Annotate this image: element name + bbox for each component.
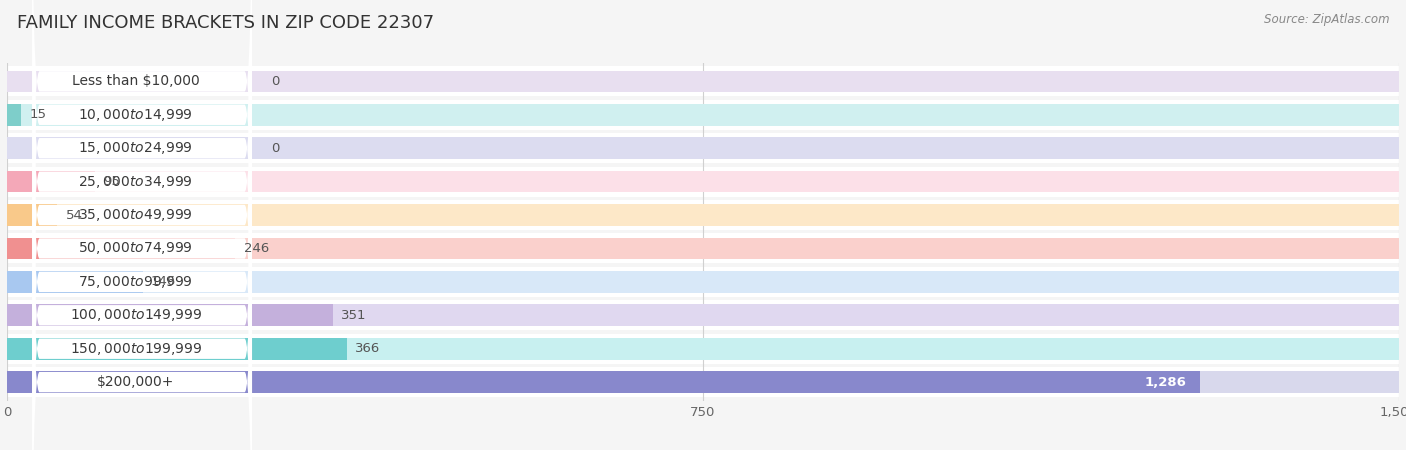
Text: 0: 0 <box>271 142 280 155</box>
FancyBboxPatch shape <box>32 91 252 450</box>
Bar <box>7 267 1399 297</box>
Text: $100,000 to $149,999: $100,000 to $149,999 <box>69 307 202 323</box>
Bar <box>7 171 1399 193</box>
Text: 1,286: 1,286 <box>1144 376 1187 389</box>
Bar <box>7 371 1201 393</box>
Text: 351: 351 <box>342 309 367 322</box>
FancyBboxPatch shape <box>32 125 252 450</box>
Text: 95: 95 <box>104 175 121 188</box>
Bar <box>7 305 333 326</box>
Text: $50,000 to $74,999: $50,000 to $74,999 <box>79 240 193 256</box>
Text: 54: 54 <box>66 208 83 221</box>
Bar <box>7 204 58 226</box>
Bar <box>7 271 1399 293</box>
Text: 0: 0 <box>271 75 280 88</box>
Text: 366: 366 <box>354 342 380 355</box>
Bar <box>7 367 1399 397</box>
Text: $10,000 to $14,999: $10,000 to $14,999 <box>79 107 193 123</box>
Text: $35,000 to $49,999: $35,000 to $49,999 <box>79 207 193 223</box>
Bar <box>7 371 1399 393</box>
Bar <box>7 66 1399 96</box>
Bar <box>7 234 1399 264</box>
Bar <box>7 166 1399 197</box>
Text: Less than $10,000: Less than $10,000 <box>72 74 200 88</box>
FancyBboxPatch shape <box>32 0 252 372</box>
Text: $15,000 to $24,999: $15,000 to $24,999 <box>79 140 193 156</box>
FancyBboxPatch shape <box>32 0 252 439</box>
Bar <box>7 238 1399 259</box>
Bar <box>7 300 1399 330</box>
FancyBboxPatch shape <box>32 0 252 338</box>
Bar <box>7 133 1399 163</box>
Text: $75,000 to $99,999: $75,000 to $99,999 <box>79 274 193 290</box>
FancyBboxPatch shape <box>32 58 252 450</box>
Bar <box>7 305 1399 326</box>
Bar <box>7 137 1399 159</box>
Bar <box>7 238 235 259</box>
Bar <box>7 100 1399 130</box>
Bar <box>7 104 21 126</box>
FancyBboxPatch shape <box>32 0 252 450</box>
Bar <box>7 338 347 360</box>
Text: FAMILY INCOME BRACKETS IN ZIP CODE 22307: FAMILY INCOME BRACKETS IN ZIP CODE 22307 <box>17 14 434 32</box>
Text: 146: 146 <box>150 275 176 288</box>
Text: $150,000 to $199,999: $150,000 to $199,999 <box>69 341 202 357</box>
Bar <box>7 71 1399 92</box>
Text: Source: ZipAtlas.com: Source: ZipAtlas.com <box>1264 14 1389 27</box>
FancyBboxPatch shape <box>32 25 252 450</box>
Bar <box>7 204 1399 226</box>
Text: $25,000 to $34,999: $25,000 to $34,999 <box>79 174 193 189</box>
Bar <box>7 104 1399 126</box>
Text: 246: 246 <box>243 242 269 255</box>
Bar <box>7 338 1399 360</box>
FancyBboxPatch shape <box>32 0 252 450</box>
Text: 15: 15 <box>30 108 46 122</box>
Bar <box>7 171 96 193</box>
Bar <box>7 200 1399 230</box>
Bar <box>7 271 142 293</box>
FancyBboxPatch shape <box>32 0 252 405</box>
Bar <box>7 333 1399 364</box>
Text: $200,000+: $200,000+ <box>97 375 174 389</box>
